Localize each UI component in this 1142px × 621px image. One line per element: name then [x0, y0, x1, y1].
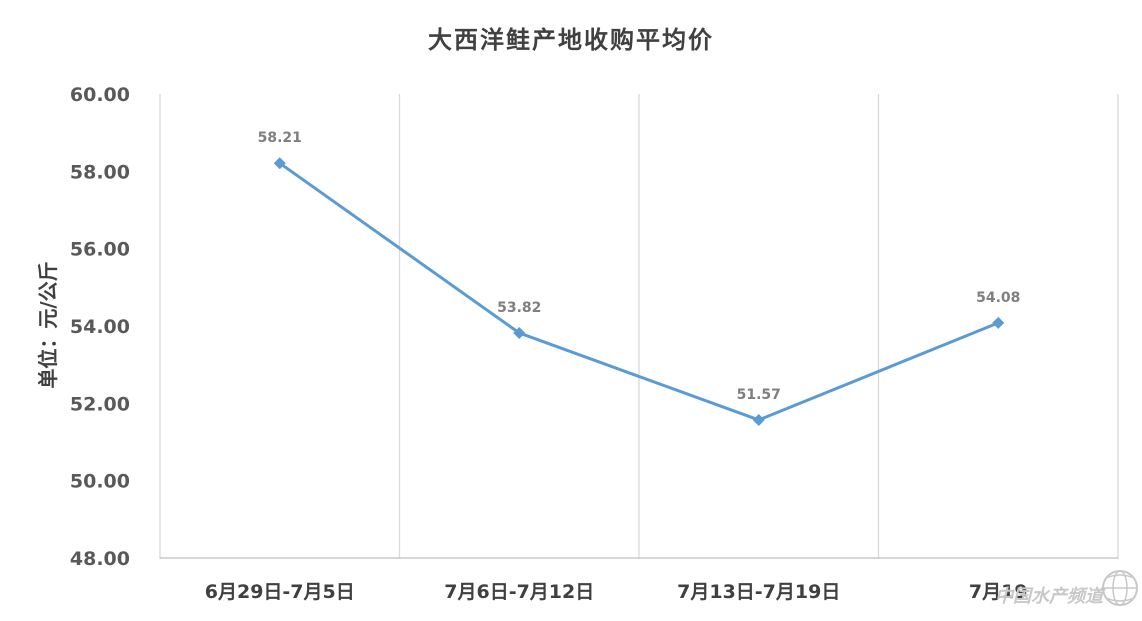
x-tick-label: 7月13日-7月19日	[677, 581, 840, 603]
series-layer: 58.21 53.82 51.57 54.08	[258, 130, 1020, 426]
y-axis-label: 单位：元/公斤	[36, 261, 60, 388]
data-point-marker	[992, 316, 1005, 329]
data-label: 58.21	[258, 130, 302, 146]
grid-lines	[159, 94, 1119, 559]
data-point-marker	[752, 413, 765, 426]
y-axis-ticks: 48.00 50.00 52.00 54.00 56.00 58.00 60.00	[70, 84, 130, 570]
x-tick-label: 6月29日-7月5日	[205, 581, 355, 603]
y-tick-label: 52.00	[70, 393, 130, 415]
data-point-marker	[273, 157, 286, 170]
watermark: 中国水产频道	[995, 570, 1138, 607]
x-axis-ticks: 6月29日-7月5日 7月6日-7月12日 7月13日-7月19日 7月19	[205, 581, 1028, 603]
y-tick-label: 56.00	[70, 239, 130, 261]
y-tick-label: 54.00	[70, 316, 130, 338]
y-tick-label: 60.00	[70, 84, 130, 106]
y-tick-label: 58.00	[70, 161, 130, 183]
data-label: 54.08	[976, 290, 1020, 306]
data-point-marker	[513, 326, 526, 339]
x-tick-label: 7月6日-7月12日	[444, 581, 594, 603]
globe-logo-icon	[1102, 570, 1138, 606]
data-label: 51.57	[737, 387, 781, 403]
y-tick-label: 48.00	[70, 548, 130, 570]
data-label: 53.82	[497, 300, 541, 316]
series-line	[278, 161, 999, 422]
chart-title: 大西洋鲑产地收购平均价	[428, 26, 714, 54]
y-tick-label: 50.00	[70, 471, 130, 493]
x-tick-label: 7月19	[969, 581, 1028, 603]
watermark-text: 中国水产频道	[995, 586, 1106, 607]
